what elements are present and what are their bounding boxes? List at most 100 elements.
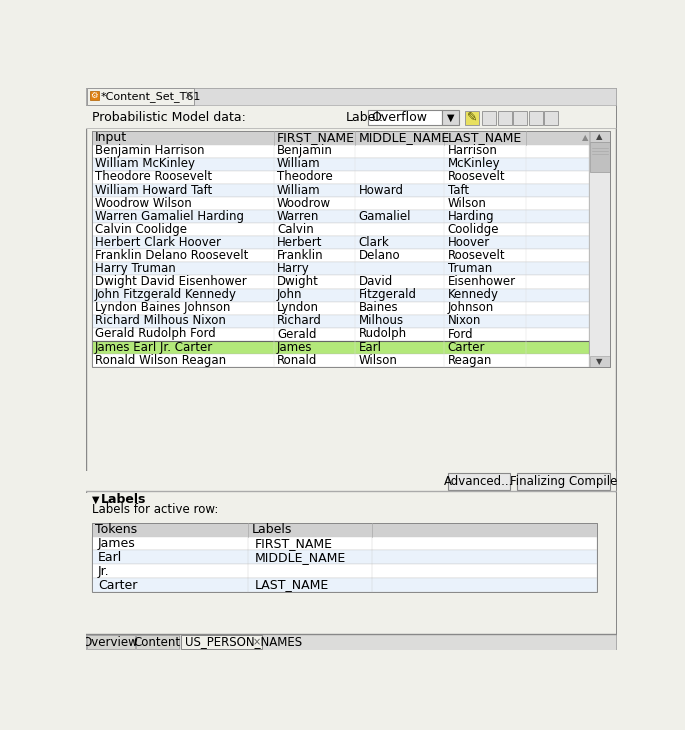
Text: MIDDLE_NAME: MIDDLE_NAME bbox=[358, 131, 449, 144]
Bar bbox=[529, 111, 543, 125]
Text: Kennedy: Kennedy bbox=[447, 288, 499, 301]
Text: FIRST_NAME: FIRST_NAME bbox=[255, 537, 333, 550]
Text: Harrison: Harrison bbox=[447, 145, 497, 157]
Bar bbox=[442, 110, 459, 126]
Text: Warren: Warren bbox=[277, 210, 319, 223]
Text: Milhous: Milhous bbox=[358, 315, 403, 328]
Text: Richard Milhous Nixon: Richard Milhous Nixon bbox=[95, 315, 226, 328]
Text: Lyndon: Lyndon bbox=[277, 301, 319, 315]
Text: Herbert: Herbert bbox=[277, 236, 323, 249]
Text: LAST_NAME: LAST_NAME bbox=[255, 578, 329, 591]
Bar bbox=[86, 493, 616, 634]
Bar bbox=[92, 341, 589, 354]
Text: Gerald Rudolph Ford: Gerald Rudolph Ford bbox=[95, 328, 216, 340]
Text: Franklin: Franklin bbox=[277, 249, 324, 262]
Text: Taft: Taft bbox=[447, 183, 469, 196]
Text: Calvin: Calvin bbox=[277, 223, 314, 236]
Text: Theodore: Theodore bbox=[277, 170, 333, 183]
Text: Earl: Earl bbox=[358, 341, 382, 353]
Text: John Fitzgerald Kennedy: John Fitzgerald Kennedy bbox=[95, 288, 237, 301]
Bar bbox=[92, 301, 589, 315]
Bar bbox=[92, 250, 589, 262]
Text: Howard: Howard bbox=[358, 183, 403, 196]
Text: Jr.: Jr. bbox=[98, 565, 110, 577]
Text: MIDDLE_NAME: MIDDLE_NAME bbox=[255, 551, 346, 564]
Text: Labels: Labels bbox=[101, 493, 147, 506]
Text: Delano: Delano bbox=[358, 249, 400, 262]
Text: John: John bbox=[277, 288, 303, 301]
Text: William McKinley: William McKinley bbox=[95, 158, 195, 170]
Text: Ronald: Ronald bbox=[277, 353, 317, 366]
Bar bbox=[136, 635, 179, 649]
Bar bbox=[92, 223, 589, 237]
Text: Content: Content bbox=[134, 636, 181, 648]
Text: LAST_NAME: LAST_NAME bbox=[447, 131, 522, 144]
Text: Wilson: Wilson bbox=[358, 353, 397, 366]
Bar bbox=[86, 471, 616, 491]
Text: ▼: ▼ bbox=[447, 112, 454, 123]
Text: Harry: Harry bbox=[277, 262, 310, 275]
Bar bbox=[92, 158, 589, 171]
Text: Woodrow Wilson: Woodrow Wilson bbox=[95, 196, 192, 210]
Bar bbox=[514, 111, 527, 125]
Bar bbox=[92, 354, 589, 367]
Bar bbox=[92, 131, 610, 367]
Bar bbox=[482, 111, 497, 125]
Text: William: William bbox=[277, 183, 321, 196]
Text: Clark: Clark bbox=[358, 236, 389, 249]
Text: FIRST_NAME: FIRST_NAME bbox=[277, 131, 355, 144]
Text: Tokens: Tokens bbox=[95, 523, 137, 536]
Text: William: William bbox=[277, 158, 321, 170]
Bar bbox=[90, 91, 99, 100]
Text: ▲: ▲ bbox=[596, 131, 603, 141]
Text: Franklin Delano Roosevelt: Franklin Delano Roosevelt bbox=[95, 249, 248, 262]
Text: Ford: Ford bbox=[447, 328, 473, 340]
Text: US_PERSON_NAMES: US_PERSON_NAMES bbox=[185, 636, 302, 648]
Bar bbox=[92, 328, 589, 341]
Text: Gerald: Gerald bbox=[277, 328, 316, 340]
Bar bbox=[92, 145, 589, 158]
Bar bbox=[92, 184, 589, 197]
Text: Finalizing Compile: Finalizing Compile bbox=[510, 474, 617, 488]
Text: Fitzgerald: Fitzgerald bbox=[358, 288, 416, 301]
Text: ▲: ▲ bbox=[582, 133, 588, 142]
Text: Overflow: Overflow bbox=[371, 111, 427, 124]
Text: James Earl Jr. Carter: James Earl Jr. Carter bbox=[95, 341, 213, 353]
Text: Earl: Earl bbox=[98, 551, 123, 564]
Text: Gamaliel: Gamaliel bbox=[358, 210, 411, 223]
Bar bbox=[92, 315, 589, 328]
Bar bbox=[92, 578, 597, 592]
Bar bbox=[87, 88, 194, 105]
Bar bbox=[92, 523, 597, 592]
Text: Roosevelt: Roosevelt bbox=[447, 170, 505, 183]
Text: Dwight: Dwight bbox=[277, 275, 319, 288]
Text: Hoover: Hoover bbox=[447, 236, 490, 249]
Text: Carter: Carter bbox=[98, 578, 138, 591]
Text: Benjamin: Benjamin bbox=[277, 145, 333, 157]
Text: Label:: Label: bbox=[346, 111, 384, 124]
Text: Labels for active row:: Labels for active row: bbox=[92, 503, 219, 516]
Text: Reagan: Reagan bbox=[447, 353, 492, 366]
Text: Herbert Clark Hoover: Herbert Clark Hoover bbox=[95, 236, 221, 249]
Bar bbox=[92, 197, 589, 210]
Text: Baines: Baines bbox=[358, 301, 398, 315]
Text: Theodore Roosevelt: Theodore Roosevelt bbox=[95, 170, 212, 183]
Text: Rudolph: Rudolph bbox=[358, 328, 407, 340]
Text: ×: × bbox=[184, 90, 194, 103]
Text: Probabilistic Model data:: Probabilistic Model data: bbox=[92, 111, 246, 124]
Text: Ronald Wilson Reagan: Ronald Wilson Reagan bbox=[95, 353, 226, 366]
Bar bbox=[87, 635, 135, 649]
Text: James: James bbox=[277, 341, 312, 353]
Text: Input: Input bbox=[95, 131, 127, 144]
Bar bbox=[92, 237, 589, 250]
Text: James: James bbox=[98, 537, 136, 550]
Text: Dwight David Eisenhower: Dwight David Eisenhower bbox=[95, 275, 247, 288]
Bar bbox=[589, 131, 610, 367]
Text: ✎: ✎ bbox=[467, 111, 477, 124]
Bar bbox=[181, 635, 262, 649]
Bar bbox=[590, 142, 610, 172]
Text: Labels: Labels bbox=[251, 523, 292, 536]
Bar bbox=[545, 111, 558, 125]
Text: Advanced...: Advanced... bbox=[444, 474, 513, 488]
Text: ▼: ▼ bbox=[92, 494, 99, 504]
